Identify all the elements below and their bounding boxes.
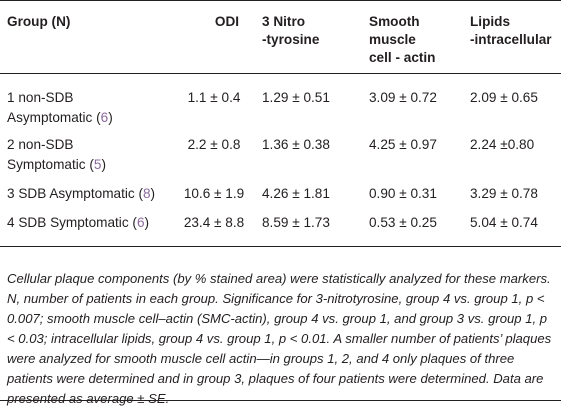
odi-value: 1.1 ± 0.4 bbox=[187, 90, 241, 105]
nitrotyrosine-value: 4.26 ± 1.81 bbox=[262, 186, 330, 201]
odi-value: 2.2 ± 0.8 bbox=[187, 137, 241, 152]
header-smc-actin: Smooth muscle cell - actin bbox=[365, 1, 466, 74]
group-label-line2: Asymptomatic (6) bbox=[7, 108, 166, 128]
group-n-value: 6 bbox=[100, 110, 109, 125]
group-label-text: 4 SDB Symptomatic ( bbox=[7, 215, 137, 230]
group-cell: 1 non-SDB Asymptomatic (6) bbox=[0, 74, 170, 129]
smc-actin-value: 4.25 ± 0.97 bbox=[369, 137, 437, 152]
header-odi: ODI bbox=[170, 1, 258, 74]
group-cell: 3 SDB Asymptomatic (8) bbox=[0, 175, 170, 204]
results-table: Group (N) ODI 3 Nitro -tyrosine Smooth m… bbox=[0, 0, 561, 247]
lipids-value: 5.04 ± 0.74 bbox=[470, 215, 538, 230]
header-lipids: Lipids -intracellular bbox=[466, 1, 561, 74]
group-n-value: 6 bbox=[136, 215, 145, 230]
table-row: 3 SDB Asymptomatic (8) 10.6 ± 1.9 4.26 ±… bbox=[0, 175, 561, 204]
group-cell: 2 non-SDB Symptomatic (5) bbox=[0, 128, 170, 175]
table-row: 4 SDB Symptomatic (6) 23.4 ± 8.8 8.59 ± … bbox=[0, 204, 561, 247]
group-close-paren: ) bbox=[150, 186, 156, 201]
group-n-value: 8 bbox=[142, 186, 151, 201]
table-footnote: Cellular plaque components (by % stained… bbox=[7, 271, 552, 406]
group-close-paren: ) bbox=[108, 110, 113, 125]
smc-actin-value: 0.53 ± 0.25 bbox=[369, 215, 437, 230]
header-row: Group (N) ODI 3 Nitro -tyrosine Smooth m… bbox=[0, 0, 561, 74]
group-label-line1: 2 non-SDB bbox=[7, 137, 74, 152]
group-label-line2: Symptomatic (5) bbox=[7, 155, 166, 175]
header-odi-label: ODI bbox=[214, 14, 240, 29]
header-group: Group (N) bbox=[0, 1, 170, 74]
header-nitrotyrosine-line2: -tyrosine bbox=[262, 32, 320, 47]
group-cell: 4 SDB Symptomatic (6) bbox=[0, 204, 170, 247]
table-row: 1 non-SDB Asymptomatic (6) 1.1 ± 0.4 1.2… bbox=[0, 74, 561, 129]
bottom-rule bbox=[0, 400, 561, 401]
header-lipids-line1: Lipids bbox=[470, 14, 511, 29]
header-smc-actin-line2: muscle bbox=[369, 32, 416, 47]
table-row: 2 non-SDB Symptomatic (5) 2.2 ± 0.8 1.36… bbox=[0, 128, 561, 175]
header-smc-actin-line3: cell - actin bbox=[369, 50, 436, 65]
header-lipids-line2: -intracellular bbox=[470, 32, 552, 47]
group-n-value: 5 bbox=[93, 157, 102, 172]
group-close-paren: ) bbox=[144, 215, 150, 230]
smc-actin-value: 3.09 ± 0.72 bbox=[369, 90, 437, 105]
odi-value: 10.6 ± 1.9 bbox=[183, 186, 245, 201]
group-label-text: 3 SDB Asymptomatic ( bbox=[7, 186, 143, 201]
group-label-text: Symptomatic ( bbox=[7, 157, 94, 172]
results-table-container: Group (N) ODI 3 Nitro -tyrosine Smooth m… bbox=[0, 0, 561, 247]
nitrotyrosine-value: 1.29 ± 0.51 bbox=[262, 90, 330, 105]
table-header: Group (N) ODI 3 Nitro -tyrosine Smooth m… bbox=[0, 0, 561, 74]
header-nitrotyrosine: 3 Nitro -tyrosine bbox=[258, 1, 365, 74]
lipids-value: 2.24 ±0.80 bbox=[470, 137, 535, 152]
odi-value: 23.4 ± 8.8 bbox=[183, 215, 245, 230]
lipids-value: 2.09 ± 0.65 bbox=[470, 90, 538, 105]
group-label-text: Asymptomatic ( bbox=[7, 110, 101, 125]
nitrotyrosine-value: 8.59 ± 1.73 bbox=[262, 215, 330, 230]
nitrotyrosine-value: 1.36 ± 0.38 bbox=[262, 137, 330, 152]
group-label-line1: 1 non-SDB bbox=[7, 90, 74, 105]
lipids-value: 3.29 ± 0.78 bbox=[470, 186, 538, 201]
header-smc-actin-line1: Smooth bbox=[369, 14, 420, 29]
header-nitrotyrosine-line1: 3 Nitro bbox=[262, 14, 306, 29]
smc-actin-value: 0.90 ± 0.31 bbox=[369, 186, 437, 201]
header-group-label: Group (N) bbox=[7, 14, 71, 29]
group-close-paren: ) bbox=[101, 157, 106, 172]
table-body: 1 non-SDB Asymptomatic (6) 1.1 ± 0.4 1.2… bbox=[0, 74, 561, 247]
